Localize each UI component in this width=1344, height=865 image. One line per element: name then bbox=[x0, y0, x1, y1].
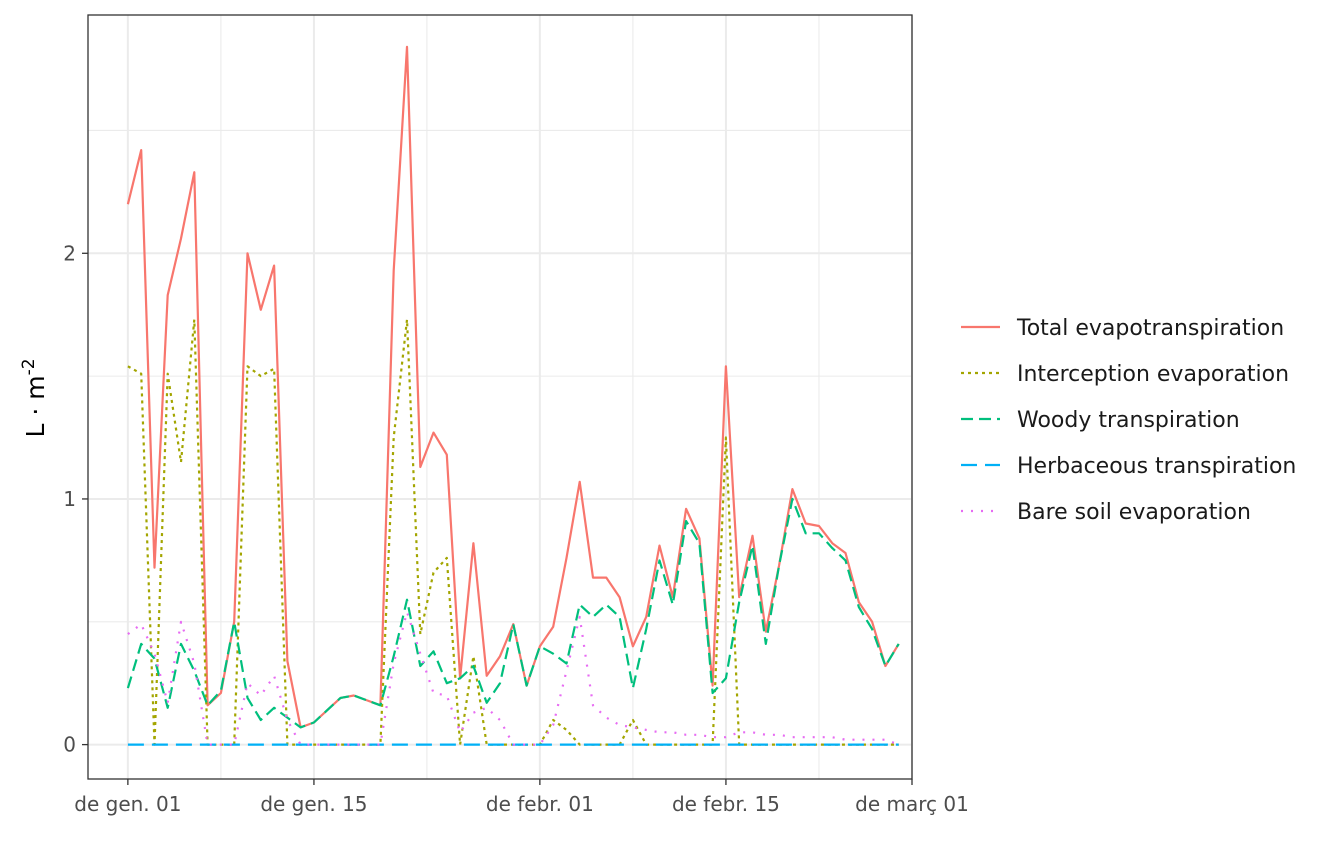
plot-panel-background bbox=[88, 15, 912, 779]
series-lines bbox=[126, 45, 900, 746]
legend-label-1: Interception evaporation bbox=[1017, 362, 1289, 387]
y-axis-title-text: L · m bbox=[21, 375, 50, 437]
x-tick-label: de febr. 01 bbox=[486, 792, 594, 816]
x-tick-label: de març 01 bbox=[855, 792, 969, 816]
series-line-4 bbox=[127, 610, 900, 746]
legend-label-4: Bare soil evaporation bbox=[1017, 500, 1251, 525]
y-axis: 0 1 2 bbox=[63, 241, 88, 757]
y-tick-label: 2 bbox=[63, 241, 76, 265]
y-tick-label: 1 bbox=[63, 487, 76, 511]
x-tick-label: de gen. 15 bbox=[260, 792, 367, 816]
plot-panel-border bbox=[87, 14, 913, 780]
series-line-0 bbox=[126, 45, 900, 729]
series-line-2 bbox=[126, 497, 900, 729]
x-tick-label: de febr. 15 bbox=[672, 792, 780, 816]
grid-minor bbox=[88, 15, 912, 779]
legend-label-3: Herbaceous transpiration bbox=[1017, 454, 1296, 479]
y-axis-title-superscript: -2 bbox=[19, 358, 39, 375]
plot-panel bbox=[87, 14, 913, 780]
y-axis-title: L · m-2 bbox=[19, 358, 50, 437]
legend: Total evapotranspiration Interception eva… bbox=[961, 316, 1296, 525]
x-axis: de gen. 01 de gen. 15 de febr. 01 de febr. … bbox=[74, 779, 969, 816]
legend-label-0: Total evapotranspiration bbox=[1016, 316, 1284, 341]
y-tick-label: 0 bbox=[63, 733, 76, 757]
legend-label-2: Woody transpiration bbox=[1017, 408, 1240, 433]
x-tick-label: de gen. 01 bbox=[74, 792, 181, 816]
